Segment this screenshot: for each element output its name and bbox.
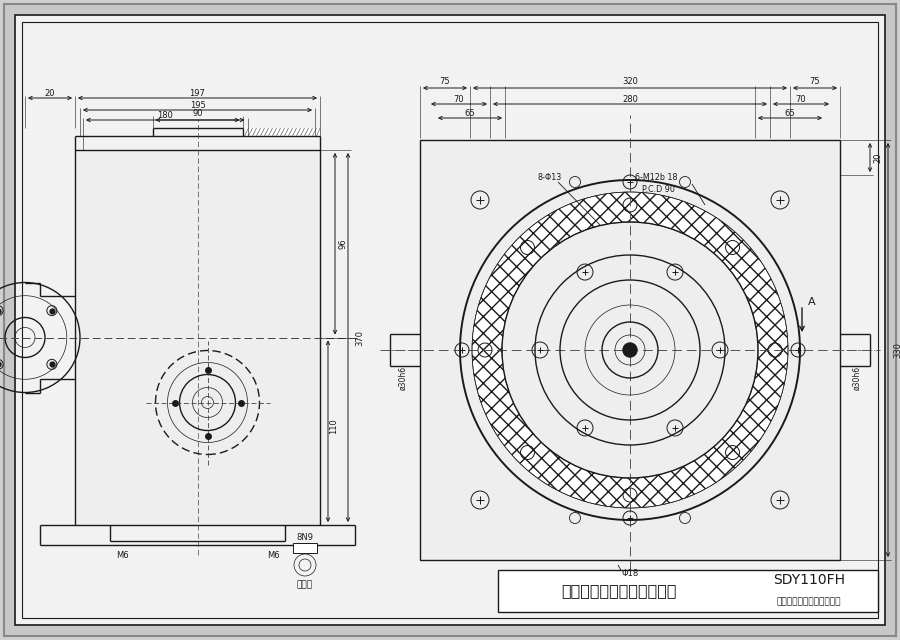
Circle shape [623,343,637,357]
Text: SDY110FH: SDY110FH [773,573,845,588]
Bar [75,150,320,525]
Text: 6-M12b 18: 6-M12b 18 [635,173,678,182]
Text: ø30h6: ø30h6 [399,366,408,390]
Bar [420,140,840,560]
Text: 197: 197 [190,88,205,97]
Text: 320: 320 [622,77,638,86]
Text: P.C.D 90: P.C.D 90 [642,186,675,195]
Text: 195: 195 [190,100,205,109]
Text: M6: M6 [116,550,129,559]
Text: 输入轴: 输入轴 [297,580,313,589]
Text: 20: 20 [874,153,883,163]
Text: 90: 90 [193,109,202,118]
Text: 70: 70 [796,95,806,104]
Text: 8N9: 8N9 [296,532,313,541]
Text: A: A [808,297,815,307]
Text: 8-Φ13: 8-Φ13 [538,173,562,182]
Bar [498,570,878,612]
Text: 75: 75 [810,77,820,86]
Text: 96: 96 [338,239,347,249]
Text: 75: 75 [440,77,450,86]
Bar [242,128,320,136]
Bar [293,543,317,553]
Text: 110: 110 [329,419,338,434]
Text: M6: M6 [266,550,279,559]
Text: 65: 65 [464,109,475,118]
Text: 280: 280 [622,95,638,104]
Text: 65: 65 [785,109,796,118]
Text: 330: 330 [894,342,900,358]
Text: 上海圣盾机械设备有限公司: 上海圣盾机械设备有限公司 [562,584,677,598]
Text: ø30h6: ø30h6 [852,366,861,390]
Text: Φ18: Φ18 [621,570,639,579]
Text: 70: 70 [454,95,464,104]
Text: 180: 180 [158,111,173,120]
Text: 370: 370 [356,330,364,346]
Text: 法兰中空圆柱形凸轮分割器: 法兰中空圆柱形凸轮分割器 [777,597,842,606]
Text: 20: 20 [45,88,55,97]
